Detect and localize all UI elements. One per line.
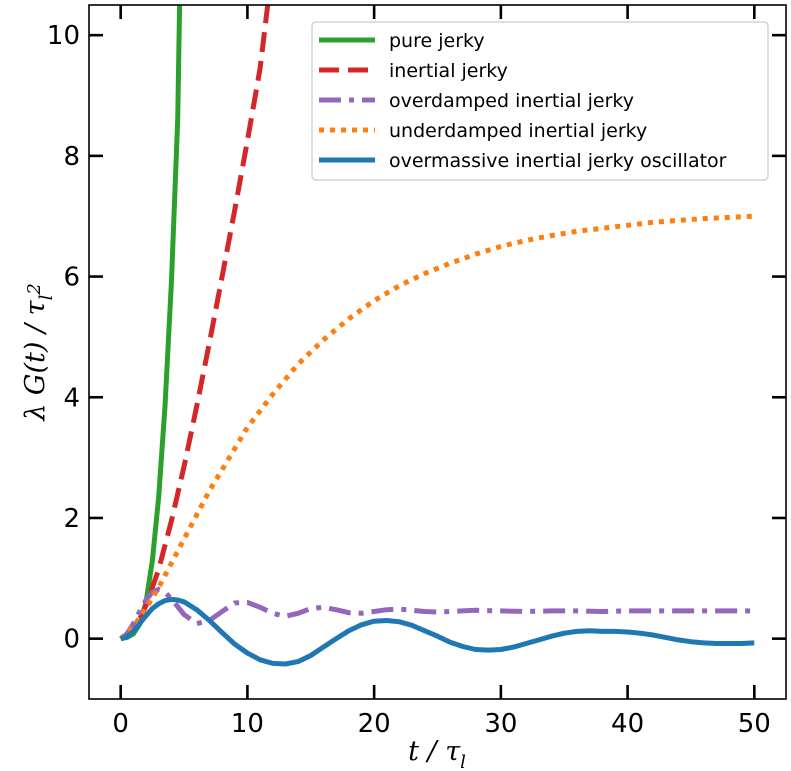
ticks-layer xyxy=(89,5,786,699)
x-tick-label: 30 xyxy=(484,709,517,739)
series-line-pure-jerky xyxy=(120,5,183,642)
x-tick-label: 0 xyxy=(112,709,129,739)
legend-label: overdamped inertial jerky xyxy=(389,90,634,112)
tick-labels: 0 10 20 30 40 50 0 2 4 6 8 10 xyxy=(47,21,771,739)
legend-label: overmassive inertial jerky oscillator xyxy=(389,150,727,172)
series-layer xyxy=(118,5,755,667)
y-tick-label: 2 xyxy=(63,504,80,534)
y-tick-label: 4 xyxy=(63,383,80,413)
x-axis-label: t / τl xyxy=(408,736,466,771)
y-tick-label: 8 xyxy=(63,142,80,172)
x-tick-label: 20 xyxy=(358,709,391,739)
legend-entries: pure jerky inertial jerky overdamped inert… xyxy=(319,30,727,172)
legend-box xyxy=(311,21,769,181)
y-axis-label: λ G(t) / τl2 xyxy=(20,283,57,422)
series-line-overmassive-inertial-jerky-oscillator xyxy=(119,596,755,667)
legend-label: underdamped inertial jerky xyxy=(389,120,647,142)
series-line-overdamped-inertial-jerky xyxy=(119,586,755,641)
y-tick-label: 6 xyxy=(63,263,80,293)
legend-label: pure jerky xyxy=(389,30,485,52)
x-tick-label: 50 xyxy=(738,709,771,739)
y-tick-label: 0 xyxy=(63,625,80,655)
x-tick-label: 10 xyxy=(231,709,264,739)
legend-label: inertial jerky xyxy=(389,60,508,82)
legend: pure jerky inertial jerky overdamped inert… xyxy=(311,21,769,181)
plot-area-frame xyxy=(88,4,787,700)
series-line-inertial-jerky xyxy=(119,5,271,641)
y-tick-label: 10 xyxy=(47,21,80,51)
x-tick-label: 40 xyxy=(611,709,644,739)
series-line-underdamped-inertial-jerky xyxy=(118,213,755,641)
